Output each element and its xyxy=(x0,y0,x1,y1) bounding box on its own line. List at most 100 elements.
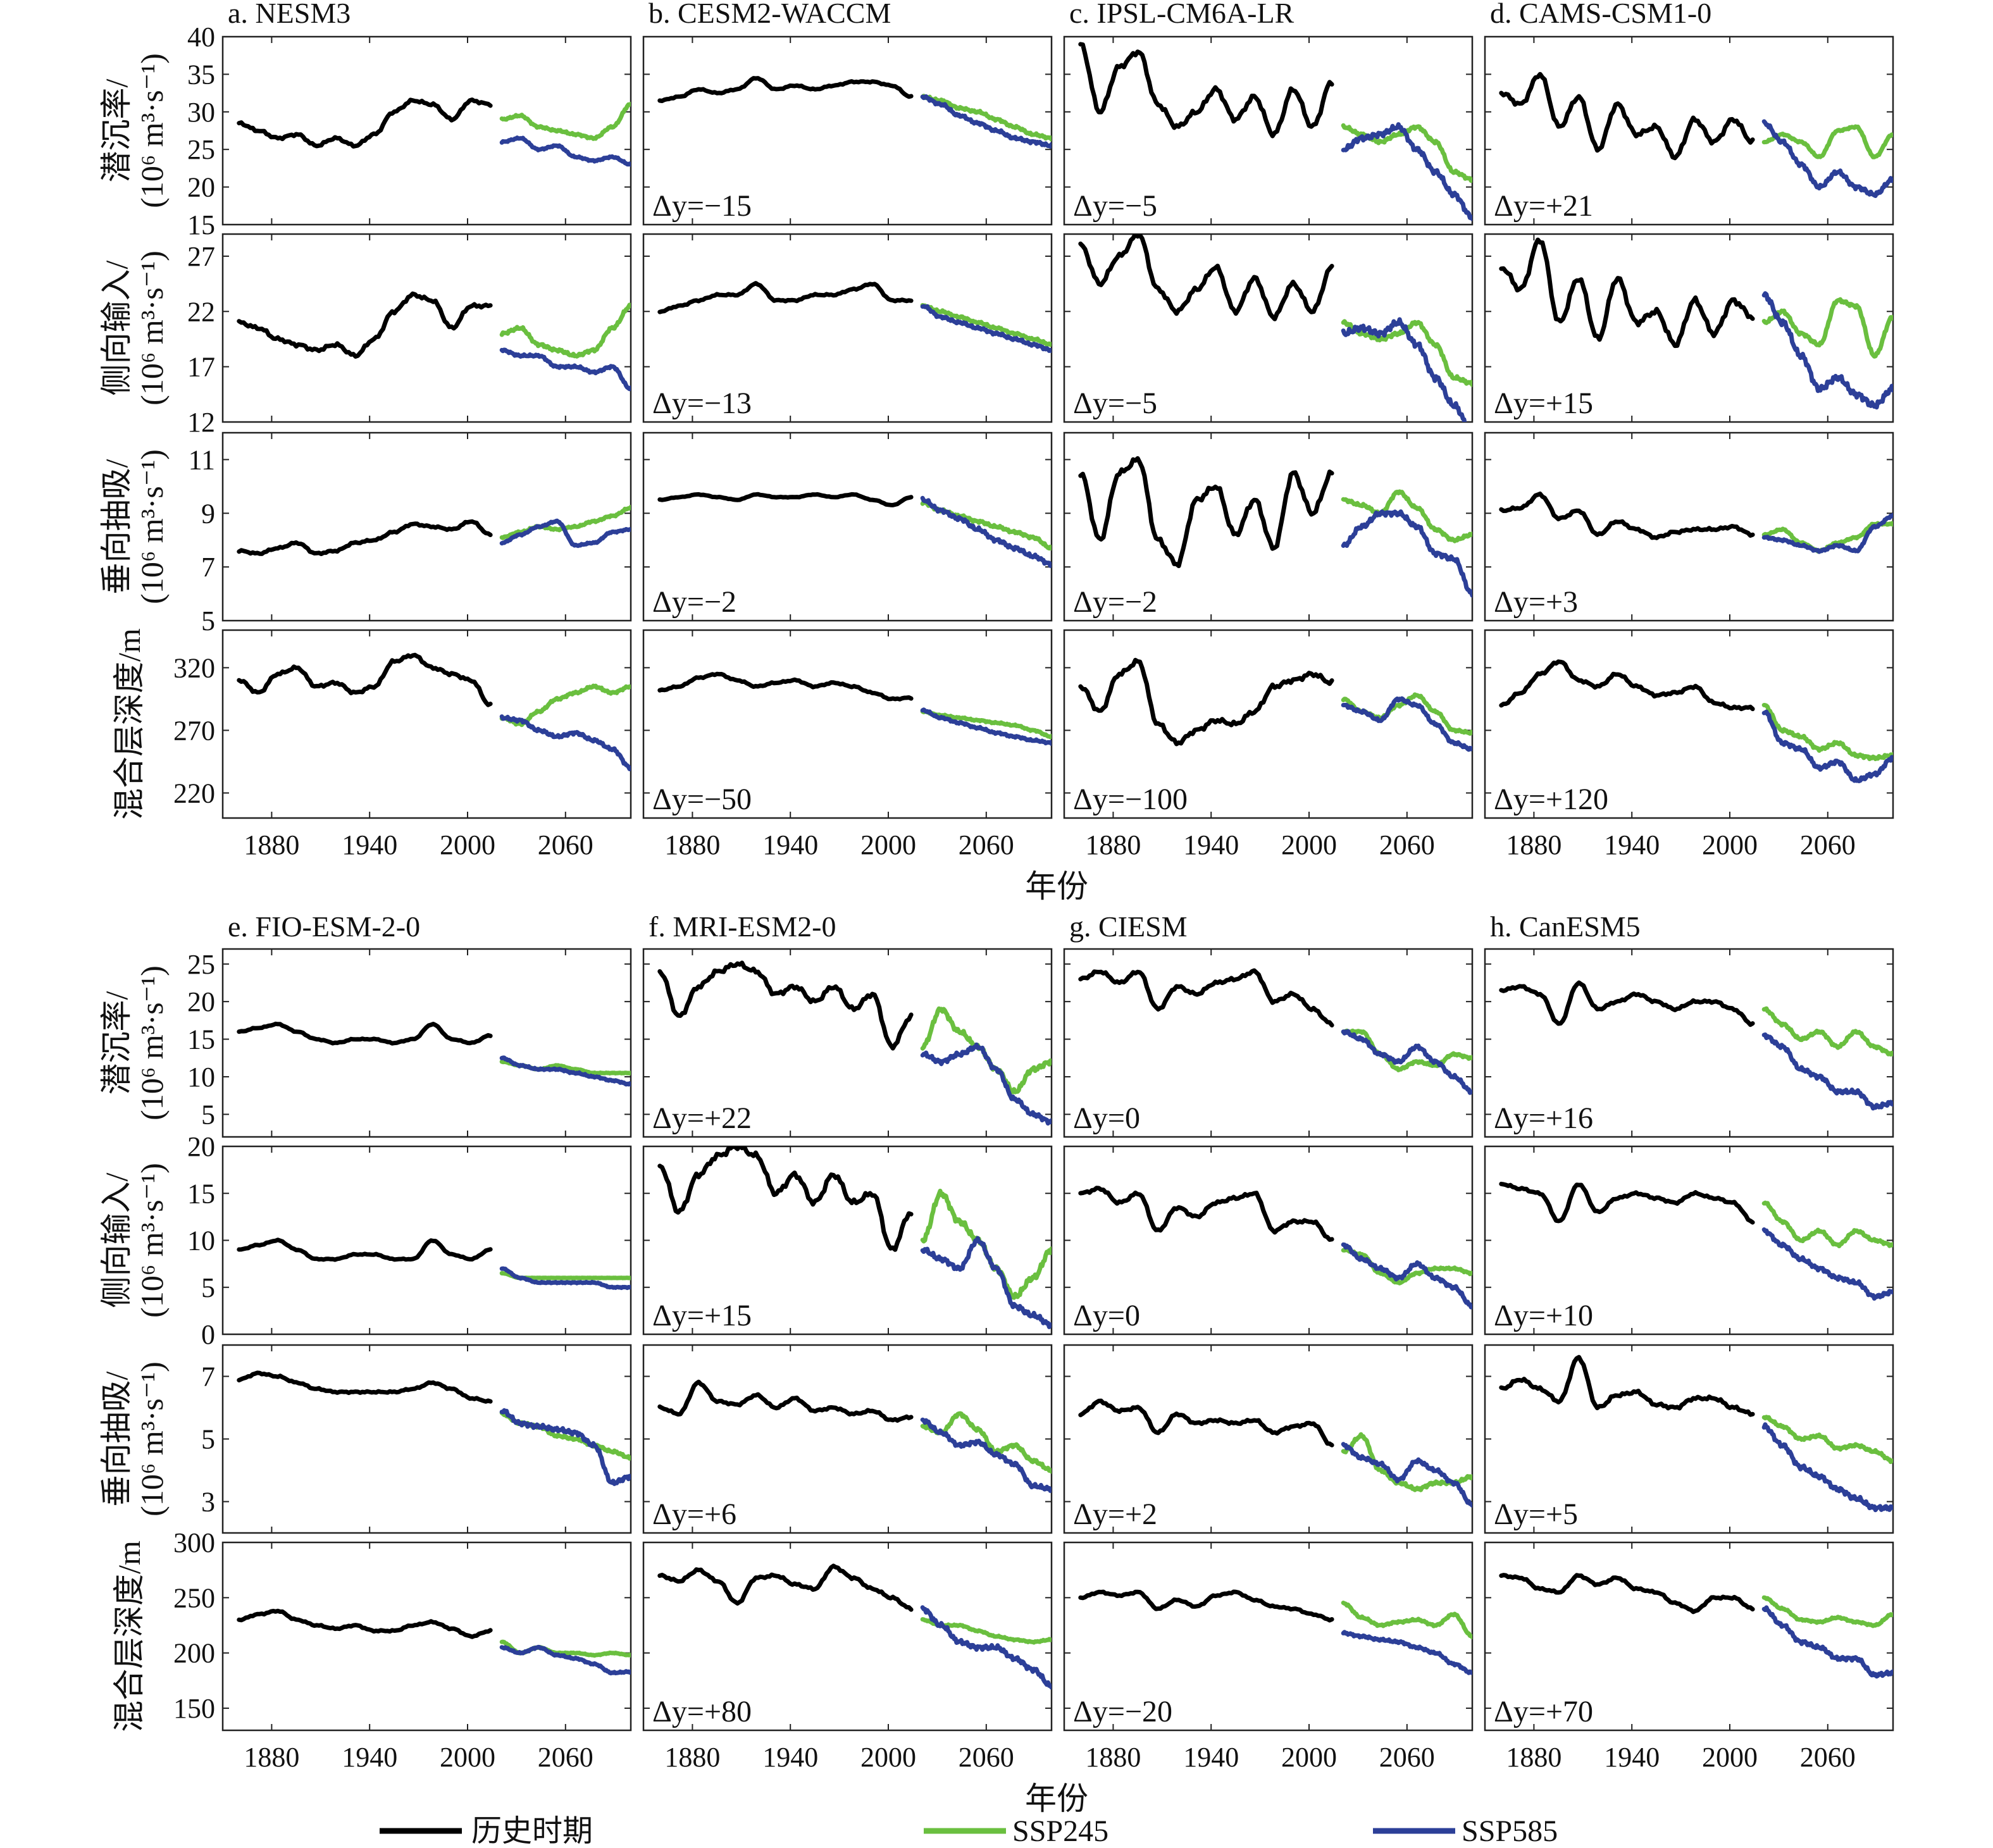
series-ssp245 xyxy=(920,303,1052,347)
delta-y-label: Δy=−50 xyxy=(652,783,752,816)
y-axis-label: 侧向输入/(10⁶ m³·s⁻¹) xyxy=(99,251,170,406)
panel-subduction: 5 10 15 20 25 潜沉率/(10⁶ m³·s⁻¹) xyxy=(99,948,632,1138)
x-tick-label: 2060 xyxy=(1800,829,1856,860)
y-axis-label: 侧向输入/(10⁶ m³·s⁻¹) xyxy=(99,1163,170,1318)
panel-frame xyxy=(642,1541,1053,1732)
panel-series xyxy=(1499,980,1893,1111)
series-historical xyxy=(1499,1355,1755,1417)
y-tick-label: 9 xyxy=(201,498,215,529)
series-ssp585 xyxy=(1761,512,1893,554)
y-axis-label: 混合层深度/m xyxy=(111,628,147,820)
panel-frame xyxy=(1484,1541,1894,1732)
series-ssp585 xyxy=(499,518,631,549)
series-ssp245 xyxy=(499,504,631,540)
x-tick-label: 2060 xyxy=(1379,829,1435,860)
delta-y-label: Δy=0 xyxy=(1073,1299,1140,1332)
x-axis-title: 年份 xyxy=(1025,869,1088,904)
series-ssp245 xyxy=(499,302,631,359)
series-ssp245 xyxy=(920,1411,1052,1474)
panel-frame xyxy=(1484,233,1894,423)
y-axis-label-line: 混合层深度/m xyxy=(111,628,147,820)
panel-frame xyxy=(221,233,632,423)
series-ssp585 xyxy=(499,135,631,167)
series-historical xyxy=(1078,42,1334,139)
series-ssp585 xyxy=(1761,1605,1893,1679)
series-historical xyxy=(657,281,914,314)
panel-lateral: Δy=−13 xyxy=(642,233,1053,423)
legend-item: SSP245 xyxy=(924,1814,1108,1848)
series-ssp585 xyxy=(1341,1242,1472,1310)
y-tick-label: 20 xyxy=(187,986,215,1017)
panel-mld: Δy=+80 xyxy=(642,1541,1053,1732)
panel-series xyxy=(1078,968,1472,1095)
y-tick-label: 320 xyxy=(173,652,215,683)
panel-series xyxy=(657,492,1052,568)
series-historical xyxy=(1499,71,1755,161)
delta-y-label: Δy=+22 xyxy=(652,1101,752,1135)
x-tick-label: 1880 xyxy=(244,829,299,860)
series-ssp245 xyxy=(1761,1200,1893,1248)
series-ssp585 xyxy=(920,1605,1052,1690)
y-tick-label: 22 xyxy=(187,296,215,327)
panel-frame xyxy=(1063,948,1474,1138)
panel-subduction: Δy=+22 xyxy=(642,948,1053,1138)
series-historical xyxy=(1078,657,1334,747)
x-tick-label: 2000 xyxy=(1702,1742,1758,1773)
x-tick-label: 2060 xyxy=(1379,1742,1435,1773)
y-tick-label: 12 xyxy=(187,407,215,438)
y-axis-label-line: 垂向抽吸/ xyxy=(99,459,134,594)
panel-subduction: Δy=−15 xyxy=(642,35,1053,226)
y-tick-label: 270 xyxy=(173,715,215,746)
panel-title: h. CanESM5 xyxy=(1490,910,1641,943)
y-tick-label: 5 xyxy=(201,605,215,636)
series-historical xyxy=(237,652,493,707)
x-tick-label: 1880 xyxy=(664,829,720,860)
delta-y-label: Δy=0 xyxy=(1073,1101,1140,1135)
panel-series xyxy=(237,652,631,771)
y-axis-label: 潜沉率/(10⁶ m³·s⁻¹) xyxy=(99,965,170,1120)
y-tick-label: 15 xyxy=(187,1178,215,1209)
y-tick-label: 40 xyxy=(187,22,215,53)
y-tick-label: 30 xyxy=(187,97,215,128)
delta-y-label: Δy=+5 xyxy=(1494,1498,1578,1531)
panel-series xyxy=(657,1379,1052,1493)
panel-series xyxy=(237,1370,631,1486)
series-ssp585 xyxy=(499,1266,631,1291)
panel-lateral: Δy=0 xyxy=(1063,1145,1474,1336)
y-axis-label: 垂向抽吸/(10⁶ m³·s⁻¹) xyxy=(99,449,170,604)
series-ssp585 xyxy=(499,714,631,771)
y-axis-label-line: (10⁶ m³·s⁻¹) xyxy=(134,53,170,208)
delta-y-label: Δy=−15 xyxy=(652,189,752,223)
series-ssp585 xyxy=(920,1236,1052,1329)
y-axis-label-line: (10⁶ m³·s⁻¹) xyxy=(134,1163,170,1318)
panel-series xyxy=(1499,237,1893,410)
panel-series xyxy=(657,1146,1052,1329)
panel-series xyxy=(237,1608,631,1676)
panel-mld: 220 270 320 混合层深度/m xyxy=(111,628,632,820)
series-historical xyxy=(657,492,914,507)
panel-frame xyxy=(642,629,1053,819)
y-tick-label: 0 xyxy=(201,1319,215,1350)
y-tick-label: 27 xyxy=(187,241,215,272)
panel-subduction: Δy=+16 xyxy=(1484,948,1894,1138)
panel-mld: Δy=−20 xyxy=(1063,1541,1474,1732)
panel-vertical: Δy=−2 xyxy=(642,431,1053,622)
series-ssp245 xyxy=(499,1410,631,1461)
series-ssp245 xyxy=(1761,703,1893,762)
delta-y-label: Δy=+6 xyxy=(652,1498,736,1531)
y-tick-label: 20 xyxy=(187,172,215,203)
panel-mld: Δy=+70 xyxy=(1484,1541,1894,1732)
x-tick-label: 2000 xyxy=(860,829,916,860)
x-tick-label: 1940 xyxy=(762,1742,818,1773)
panel-vertical: Δy=+6 xyxy=(642,1344,1053,1534)
series-ssp585 xyxy=(1341,1630,1472,1675)
panel-series xyxy=(657,281,1052,354)
panel-mld: Δy=+120 xyxy=(1484,629,1894,819)
series-historical xyxy=(657,1146,914,1252)
x-tick-label: 1940 xyxy=(762,829,818,860)
series-ssp245 xyxy=(920,1188,1052,1300)
y-tick-label: 11 xyxy=(189,444,215,475)
panel-vertical: 5 7 9 11 垂向抽吸/(10⁶ m³·s⁻¹) xyxy=(99,431,632,636)
series-ssp585 xyxy=(1341,696,1472,752)
panel-mld: 150 200 250 300 混合层深度/m xyxy=(111,1527,632,1732)
